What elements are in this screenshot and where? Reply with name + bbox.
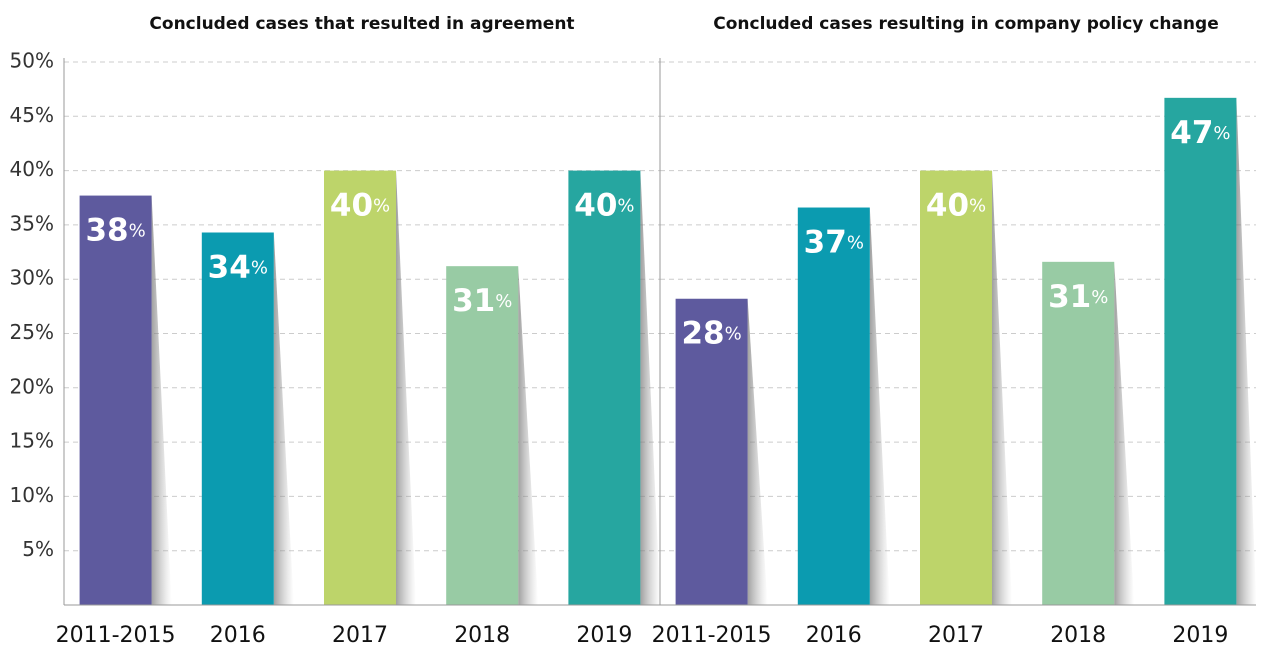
bar-shadow: [640, 170, 661, 605]
value-label: 40%: [926, 187, 986, 223]
value-label: 34%: [208, 249, 268, 285]
bar: [79, 195, 152, 605]
x-tick-label: 2019: [576, 623, 632, 648]
x-tick-label: 2011-2015: [56, 623, 176, 648]
bar-shadow: [1114, 261, 1135, 605]
chart-title: Concluded cases that resulted in agreeme…: [149, 14, 574, 34]
value-label: 38%: [85, 212, 145, 248]
x-tick-label: 2011-2015: [652, 623, 772, 648]
bar-shadow: [1236, 97, 1257, 605]
x-tick-label: 2016: [210, 623, 266, 648]
bar-shadow: [396, 170, 416, 605]
x-tick-label: 2016: [806, 623, 862, 648]
y-tick-label: 5%: [22, 537, 54, 561]
bar-shadow: [992, 170, 1012, 605]
bar-shadow: [151, 195, 172, 605]
bar: [1164, 97, 1237, 605]
y-tick-label: 20%: [10, 374, 54, 398]
x-tick-label: 2017: [332, 623, 388, 648]
bar: [920, 170, 992, 605]
bar: [797, 207, 870, 606]
value-label: 28%: [681, 315, 741, 351]
bar: [201, 232, 274, 605]
bar: [675, 298, 748, 605]
y-tick-label: 35%: [10, 211, 54, 235]
y-tick-label: 50%: [10, 49, 54, 73]
y-tick-label: 25%: [10, 320, 54, 344]
x-tick-label: 2018: [454, 623, 510, 648]
bar-shadow: [747, 298, 768, 605]
y-tick-label: 15%: [10, 429, 54, 453]
y-tick-label: 10%: [10, 483, 54, 507]
bar: [446, 266, 519, 605]
bar: [1042, 261, 1115, 605]
value-label: 40%: [574, 187, 634, 223]
bar-shadow: [869, 207, 890, 606]
bar-shadow: [273, 232, 294, 605]
value-label: 31%: [452, 283, 512, 319]
x-tick-label: 2019: [1172, 623, 1228, 648]
bar: [324, 170, 396, 605]
bar-shadow: [518, 266, 539, 605]
x-tick-label: 2017: [928, 623, 984, 648]
y-tick-label: 40%: [10, 157, 54, 181]
x-tick-label: 2018: [1050, 623, 1106, 648]
bar: [568, 170, 641, 605]
value-label: 31%: [1048, 278, 1108, 314]
y-tick-label: 45%: [10, 103, 54, 127]
value-label: 37%: [804, 224, 864, 260]
y-tick-label: 30%: [10, 266, 54, 290]
value-label: 47%: [1170, 114, 1230, 150]
chart-title: Concluded cases resulting in company pol…: [713, 14, 1218, 34]
value-label: 40%: [330, 187, 390, 223]
